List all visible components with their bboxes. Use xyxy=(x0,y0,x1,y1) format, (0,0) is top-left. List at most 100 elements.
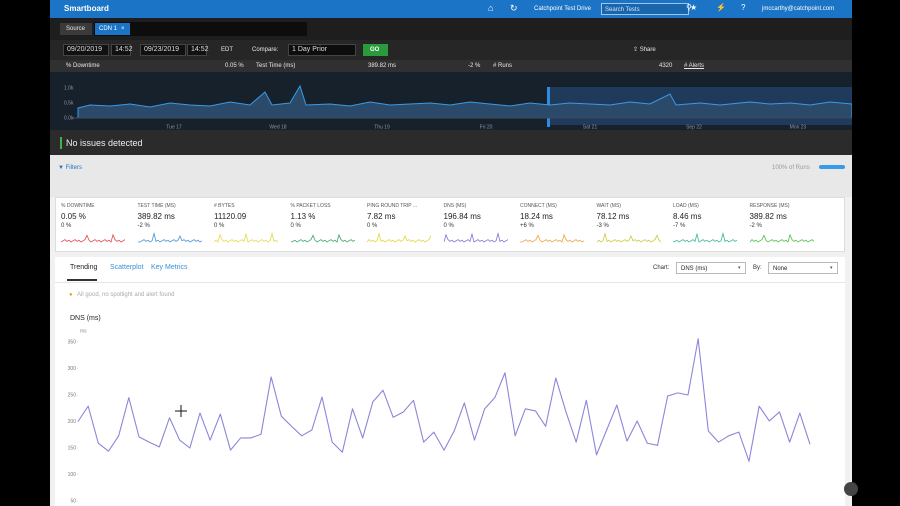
chart-select[interactable]: DNS (ms) ▾ xyxy=(676,262,746,274)
metric-card[interactable]: RESPONSE (MS) 389.82 ms -2 % xyxy=(749,198,827,251)
metric-value: 18.24 ms xyxy=(520,212,553,221)
metric-card[interactable]: TEST TIME (MS) 389.82 ms -2 % xyxy=(137,198,215,251)
alerts-link[interactable]: # Alerts xyxy=(684,63,705,69)
overview-x-label: Thu 19 xyxy=(374,124,390,130)
overview-x-label: Fri 20 xyxy=(480,124,493,130)
y-tick-label: 250 xyxy=(68,392,77,398)
summary-label: Test Time (ms) xyxy=(256,63,296,69)
scroll-button[interactable] xyxy=(844,482,858,496)
source-input[interactable] xyxy=(94,22,307,36)
source-label: Source xyxy=(66,26,86,32)
metric-sparkline xyxy=(749,233,814,243)
end-date-text: 09/23/2019 xyxy=(144,46,180,53)
metric-sparkline xyxy=(214,232,278,243)
sparkline xyxy=(520,233,584,243)
metric-label: LOAD (MS) xyxy=(673,203,699,209)
metric-change: -2 % xyxy=(749,223,762,229)
favorites-icon[interactable]: ★ xyxy=(690,3,698,12)
actions-icon[interactable]: ⚡ xyxy=(716,3,726,12)
metric-value: 0.05 % xyxy=(61,212,86,221)
metric-card[interactable]: DNS (MS) 196.84 ms 0 % xyxy=(443,198,521,251)
sparkline xyxy=(596,232,661,243)
summary-change: -2 % xyxy=(468,63,481,69)
share-label: Share xyxy=(639,47,656,53)
end-time[interactable]: 14:52 xyxy=(187,44,209,56)
metric-sparkline xyxy=(290,233,355,243)
sparkline xyxy=(137,232,202,243)
status-row: No issues detected xyxy=(50,130,852,155)
go-button[interactable]: GO xyxy=(363,44,388,56)
start-time[interactable]: 14:52 xyxy=(111,44,133,56)
metric-value: 8.46 ms xyxy=(673,212,702,221)
status-indicator xyxy=(60,137,62,149)
metric-value: 389.82 ms xyxy=(749,212,787,221)
tab[interactable]: Trending xyxy=(70,264,98,271)
start-date[interactable]: 09/20/2019 xyxy=(63,44,109,56)
metric-card[interactable]: CONNECT (MS) 18.24 ms +6 % xyxy=(520,198,597,251)
home-icon[interactable]: ⌂ xyxy=(488,3,494,13)
metric-card[interactable]: PING ROUND TRIP ... 7.82 ms 0 % xyxy=(367,198,444,251)
metric-label: WAIT (MS) xyxy=(596,203,621,209)
cursor xyxy=(175,405,187,417)
compare-value: 1 Day Prior xyxy=(292,46,328,53)
chart-label: Chart: xyxy=(653,265,670,271)
overview-x-label: Tue 17 xyxy=(166,124,182,130)
filters-link[interactable]: ▼ Filters xyxy=(58,165,82,171)
user-name[interactable]: jmccarthy@catchpoint.com xyxy=(762,6,835,12)
compare-select[interactable]: 1 Day Prior xyxy=(288,44,356,56)
timezone[interactable]: EDT xyxy=(221,47,233,53)
summary-label: % Downtime xyxy=(66,63,100,69)
sparkline xyxy=(214,232,278,243)
search-box[interactable]: Search Tests xyxy=(601,3,689,15)
trending-panel: Trending Scatterplot Key Metrics Chart: DN… xyxy=(55,257,845,506)
search-icon[interactable]: ⚲ xyxy=(686,3,692,12)
sparkline xyxy=(749,233,814,243)
metric-card[interactable]: # BYTES 11120.09 0 % xyxy=(214,198,291,251)
metric-sparkline xyxy=(367,232,431,243)
metric-change: 0 % xyxy=(214,223,225,229)
notice-icon: ● xyxy=(69,292,73,298)
filters-label: Filters xyxy=(65,165,82,171)
metric-card[interactable]: WAIT (MS) 78.12 ms -3 % xyxy=(596,198,674,251)
caret: ▾ xyxy=(830,265,833,271)
metric-label: % DOWNTIME xyxy=(61,203,95,209)
y-unit: ms xyxy=(80,328,87,334)
metric-change: -2 % xyxy=(137,223,150,229)
share-link[interactable]: ⇪ Share xyxy=(633,47,656,53)
end-time-text: 14:52 xyxy=(191,46,209,53)
overview-x-label: Sep 22 xyxy=(686,124,702,130)
tag-remove[interactable]: × xyxy=(121,26,125,32)
metric-card[interactable]: % PACKET LOSS 1.13 % 0 % xyxy=(290,198,368,251)
y-tick-label: 300 xyxy=(68,366,77,372)
metric-sparkline xyxy=(137,232,202,243)
overview-area xyxy=(77,84,852,119)
app-title[interactable]: Smartboard xyxy=(64,4,109,13)
start-time-text: 14:52 xyxy=(115,46,133,53)
source-row: Source CDN 1 × xyxy=(50,18,852,40)
status-text: No issues detected xyxy=(66,138,143,148)
tab[interactable]: Key Metrics xyxy=(151,264,188,271)
account-name[interactable]: Catchpoint Test Drive xyxy=(534,6,591,12)
by-label: By: xyxy=(753,265,762,271)
end-date[interactable]: 09/23/2019 xyxy=(140,44,186,56)
overview-chart[interactable]: 1.0k 0.5k 0.0k Tue 17 Wed 18 Thu 19 Fri 20 Sat … xyxy=(50,72,852,130)
summary-value: 389.82 ms xyxy=(368,63,397,69)
compare-label: Compare: xyxy=(252,47,279,53)
runs-slider[interactable] xyxy=(819,165,845,169)
history-icon[interactable]: ↻ xyxy=(510,3,518,13)
by-select[interactable]: None ▾ xyxy=(768,262,838,274)
metric-value: 196.84 ms xyxy=(443,212,481,221)
metric-change: -3 % xyxy=(596,223,609,229)
help-icon[interactable]: ? xyxy=(741,3,746,12)
metric-card[interactable]: % DOWNTIME 0.05 % 0 % xyxy=(61,198,138,251)
tab[interactable]: Scatterplot xyxy=(110,264,144,271)
metric-value: 1.13 % xyxy=(290,212,316,221)
source-tag[interactable]: CDN 1 × xyxy=(95,23,130,35)
metric-sparkline xyxy=(596,232,661,243)
caret: ▾ xyxy=(738,265,741,271)
metric-card[interactable]: LOAD (MS) 8.46 ms -7 % xyxy=(673,198,750,251)
top-bar: Smartboard ⌂ ↻ Catchpoint Test Drive Sea… xyxy=(50,0,852,18)
metric-change: 0 % xyxy=(61,223,72,229)
filters-row: ▼ Filters 100% of Runs xyxy=(50,155,852,197)
source-button[interactable]: Source xyxy=(60,23,92,35)
